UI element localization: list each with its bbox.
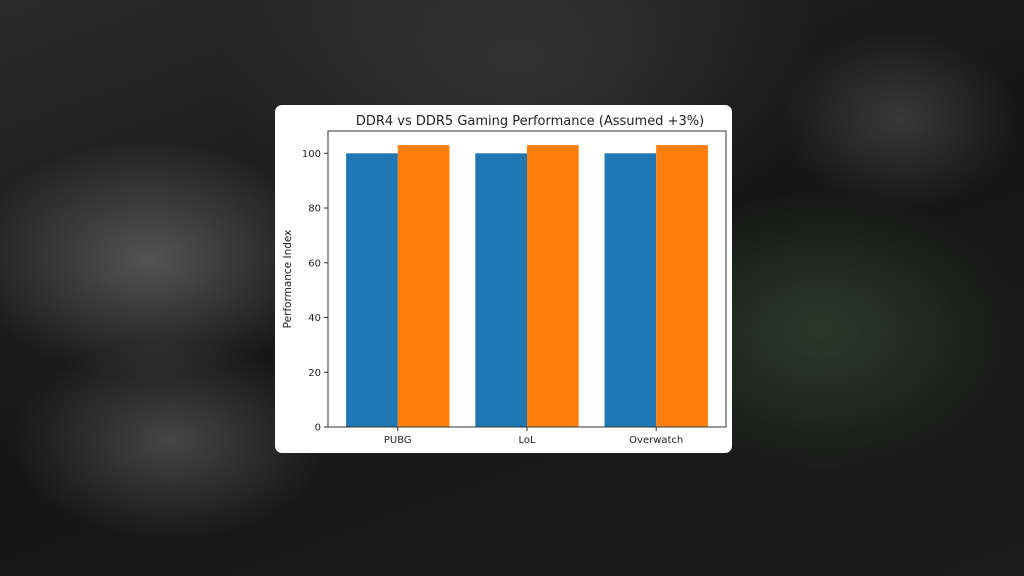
y-tick-label: 100 (302, 149, 321, 160)
plot-frame (327, 130, 727, 428)
y-tick-label: 60 (308, 258, 321, 269)
bar-ddr4-pubg (346, 153, 398, 427)
y-axis-label: Performance Index (282, 230, 294, 329)
x-tick-label: Overwatch (629, 435, 683, 446)
bar-ddr5-lol (527, 145, 579, 427)
x-tick-label: LoL (518, 435, 536, 446)
y-tick-label: 40 (308, 313, 321, 324)
y-tick-label: 80 (308, 204, 321, 215)
bar-ddr5-overwatch (656, 145, 708, 427)
bar-chart: DDR4 vs DDR5 Gaming Performance (Assumed… (282, 114, 727, 446)
chart-card: DDR4 vs DDR5 Gaming Performance (Assumed… (275, 105, 732, 453)
bar-ddr4-overwatch (604, 153, 657, 427)
chart-title: DDR4 vs DDR5 Gaming Performance (Assumed… (356, 114, 704, 129)
bar-ddr5-pubg (397, 145, 450, 427)
y-tick-label: 20 (308, 368, 321, 379)
x-tick-label: PUBG (384, 435, 412, 446)
y-tick-label: 0 (315, 423, 321, 434)
bar-ddr4-lol (475, 153, 527, 427)
